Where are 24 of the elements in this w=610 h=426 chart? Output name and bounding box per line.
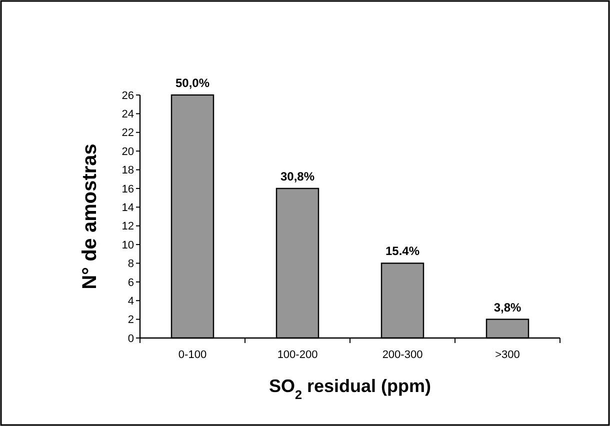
y-tick-label: 6 <box>128 276 134 289</box>
y-tick-label: 24 <box>122 108 134 121</box>
y-tick-label: 20 <box>122 146 134 158</box>
y-tick-label: 14 <box>122 202 134 214</box>
y-axis-title: N° de amostras <box>79 144 101 290</box>
annotation: 15.4% <box>385 244 420 258</box>
y-tick-label: 22 <box>122 127 134 140</box>
y-tick-label: 0 <box>128 332 134 345</box>
x-tick-label: 100-200 <box>277 349 318 361</box>
y-tick-label: 12 <box>122 220 134 233</box>
y-tick-label: 16 <box>122 183 134 196</box>
x-axis-title: SO$_{2}$ residual (ppm) <box>268 376 432 402</box>
annotation: 50,0% <box>175 76 210 90</box>
y-tick-label: 26 <box>122 90 134 102</box>
y-tick-label: 18 <box>122 164 134 177</box>
y-tick-label: 8 <box>128 258 134 270</box>
y-tick-label: 4 <box>128 295 134 308</box>
y-tick-label: 10 <box>122 239 134 252</box>
x-tick-label: 0-100 <box>178 349 207 361</box>
x-tick-label: >300 <box>495 349 520 361</box>
annotation: 30,8% <box>280 169 315 184</box>
y-tick-label: 2 <box>128 314 134 326</box>
annotation: 3,8% <box>494 300 522 314</box>
x-tick-label: 200-300 <box>382 349 423 361</box>
